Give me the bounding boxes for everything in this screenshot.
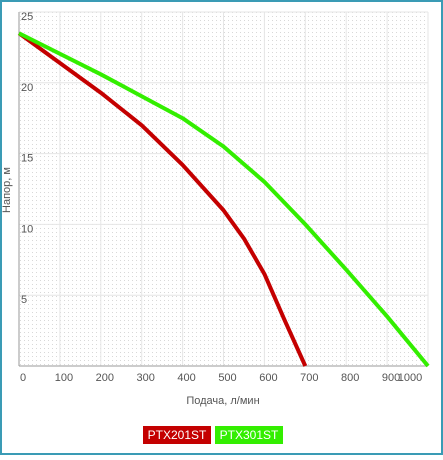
y-tick-label: 5 bbox=[21, 294, 27, 306]
x-tick-label: 400 bbox=[177, 372, 195, 384]
y-tick-label: 20 bbox=[21, 82, 33, 94]
y-tick-label: 10 bbox=[21, 223, 33, 235]
x-tick-label: 0 bbox=[20, 372, 26, 384]
y-label: Напор, м bbox=[1, 167, 13, 213]
legend-swatch bbox=[143, 426, 211, 444]
x-tick-label: 200 bbox=[96, 372, 114, 384]
legend-label: PTX301ST bbox=[220, 428, 279, 442]
y-tick-label: 25 bbox=[21, 11, 33, 23]
x-tick-label: 300 bbox=[137, 372, 155, 384]
legend-label: PTX201ST bbox=[148, 428, 207, 442]
y-tick-label: 15 bbox=[21, 153, 33, 165]
x-tick-label: 100 bbox=[55, 372, 73, 384]
x-tick-label: 700 bbox=[300, 372, 318, 384]
line-series bbox=[18, 31, 430, 368]
x-tick-label: 600 bbox=[259, 372, 277, 384]
x-tick-label: 500 bbox=[218, 372, 236, 384]
x-label: Подача, л/мин bbox=[186, 395, 259, 407]
x-tick-label: 900 bbox=[382, 372, 400, 384]
x-tick-label: 1000 bbox=[398, 372, 422, 384]
line-series bbox=[17, 31, 308, 367]
x-tick-label: 800 bbox=[341, 372, 359, 384]
legend-swatch bbox=[215, 426, 283, 444]
